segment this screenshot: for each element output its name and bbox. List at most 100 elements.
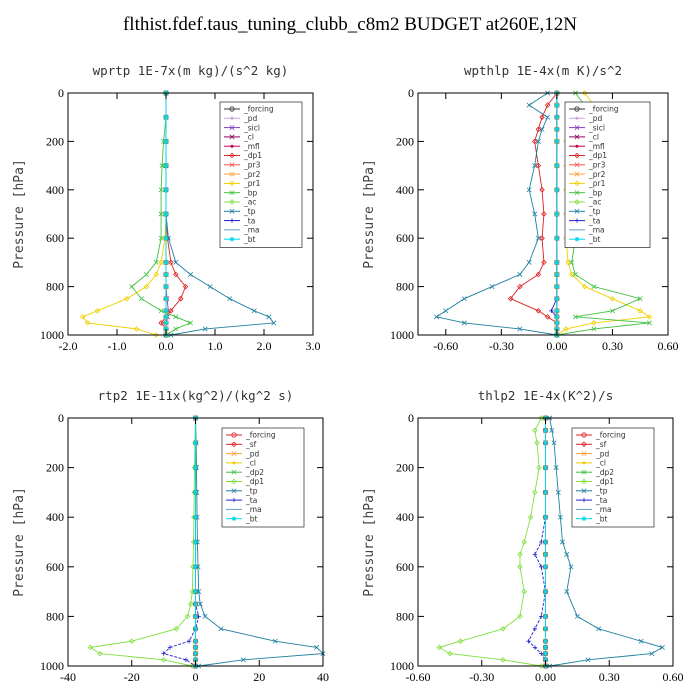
x-tick-label: -0.30: [469, 670, 494, 684]
legend-marker: [229, 190, 235, 196]
legend-label: _cl: [245, 459, 256, 468]
data-point: [461, 320, 467, 326]
data-point: [539, 187, 545, 193]
legend-marker: [229, 134, 235, 140]
data-point: [554, 163, 560, 168]
legend-label: _pd: [595, 449, 610, 458]
data-point: [563, 326, 569, 332]
series-tp: [547, 415, 665, 669]
data-point: [568, 564, 574, 570]
legend-item: _forcing: [224, 105, 274, 114]
data-point: [551, 440, 557, 446]
chart-title: wprtp 1E-7x(m kg)/(s^2 kg): [93, 63, 289, 78]
legend-label: _dp1: [588, 151, 607, 160]
data-point: [549, 308, 554, 313]
data-point: [193, 645, 198, 650]
data-point: [637, 308, 643, 314]
data-point: [447, 650, 453, 657]
y-tick-label: 0: [408, 411, 414, 425]
figure-title: flthist.fdef.taus_tuning_clubb_c8m2 BUDG…: [122, 14, 577, 35]
x-tick-label: 0.00: [546, 339, 567, 353]
data-point: [543, 539, 548, 545]
data-point: [538, 663, 545, 669]
data-point: [193, 626, 198, 631]
legend-item: _pr3: [224, 161, 261, 170]
data-point: [207, 284, 213, 290]
data-point: [183, 657, 189, 662]
legend-item: _dp2: [226, 468, 264, 477]
data-point: [163, 139, 169, 144]
data-point: [163, 115, 169, 120]
legend-item: _pd: [576, 449, 610, 458]
data-point: [193, 564, 198, 569]
legend-label: _bp: [243, 188, 258, 197]
data-point: [545, 114, 551, 120]
series-dp1: [87, 415, 199, 669]
data-point: [158, 211, 164, 217]
y-tick-label: 0: [408, 86, 414, 100]
y-tick-label: 800: [46, 609, 64, 623]
legend-label: _bt: [595, 514, 608, 523]
legend-label: _bt: [588, 235, 601, 244]
data-point: [526, 259, 532, 265]
data-point: [539, 114, 545, 120]
legend-item: _sf: [576, 440, 607, 449]
data-point: [554, 284, 560, 289]
data-point: [543, 564, 548, 569]
legend-marker: [581, 478, 587, 485]
data-point: [557, 514, 563, 520]
x-tick-label: 0.30: [602, 339, 623, 353]
data-point: [646, 320, 652, 326]
data-point: [544, 314, 551, 320]
data-point: [158, 320, 164, 326]
y-tick-label: 1000: [40, 659, 64, 673]
legend-item: _ma: [226, 505, 262, 514]
data-point: [189, 588, 196, 595]
data-point: [227, 296, 233, 302]
y-tick-label: 400: [46, 510, 64, 524]
series-line: [509, 92, 558, 335]
y-tick-label: 0: [58, 411, 64, 425]
data-point: [539, 614, 544, 619]
legend-item: _ac: [569, 198, 601, 207]
legend-item: _ma: [569, 226, 605, 235]
data-point: [266, 314, 272, 320]
data-point: [554, 308, 560, 313]
data-point: [79, 314, 86, 320]
legend-marker: [581, 451, 587, 457]
chart-panel-wprtp: wprtp 1E-7x(m kg)/(s^2 kg) Pressure [hPa]…: [12, 63, 321, 353]
data-point: [554, 320, 560, 326]
legend-marker: [581, 441, 587, 448]
legend-item: _pr2: [224, 170, 261, 179]
legend-label: _forcing: [243, 105, 274, 114]
data-point: [153, 332, 159, 338]
data-point: [526, 102, 532, 108]
series-bp: [129, 90, 193, 338]
legend-marker: [229, 152, 235, 159]
legend-label: _tp: [588, 207, 601, 216]
data-point: [517, 283, 523, 290]
legend-marker: [574, 171, 580, 177]
data-point: [500, 626, 506, 632]
x-tick-label: 1.0: [208, 339, 223, 353]
data-point: [543, 589, 548, 594]
data-point: [271, 320, 277, 326]
data-point: [637, 296, 643, 302]
legend-item: _forcing: [569, 105, 619, 114]
legend-label: _ac: [243, 198, 256, 207]
data-point: [543, 490, 548, 495]
y-tick-label: 200: [396, 134, 414, 148]
data-point: [532, 427, 538, 434]
data-point: [539, 539, 544, 545]
y-tick-label: 1000: [390, 659, 414, 673]
data-point: [554, 326, 560, 332]
data-point: [193, 589, 198, 594]
legend-marker: [229, 218, 235, 223]
data-point: [193, 601, 198, 607]
legend-marker: [581, 469, 587, 475]
legend-label: _pr1: [588, 179, 606, 188]
legend-item: _mfl: [224, 142, 260, 151]
data-point: [163, 163, 169, 168]
legend-item: _pr1: [224, 179, 261, 188]
data-point: [554, 211, 560, 217]
